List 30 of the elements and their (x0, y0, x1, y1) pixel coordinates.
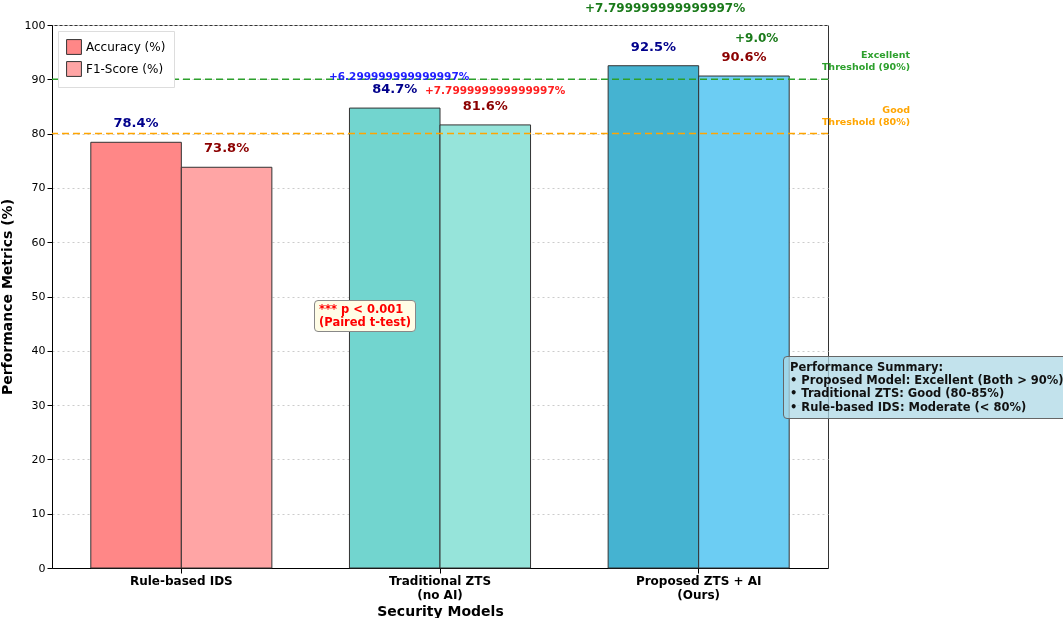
y-tick-label: 0 (38, 561, 46, 575)
y-tick-label: 50 (31, 290, 46, 303)
x-tick-label: Rule-based IDS (129, 573, 233, 588)
legend-label: Accuracy (%) (86, 40, 166, 54)
y-tick-label: 40 (31, 344, 46, 358)
data-label: 92.5% (630, 38, 676, 54)
data-label: 84.7% (372, 81, 418, 97)
x-tick-label: Traditional ZTS (no AI) (388, 573, 492, 602)
data-label: 78.4% (113, 115, 159, 131)
y-tick-label: 100 (24, 18, 46, 32)
y-tick-label: 80 (31, 127, 46, 141)
data-label: 73.8% (204, 140, 250, 156)
data-label: 90.6% (721, 49, 767, 65)
annotation: *** p < 0.001 (Paired t-test) (314, 300, 416, 333)
x-axis-title: Security Models (377, 602, 504, 619)
annotation: Performance Summary: • Proposed Model: Excellent (Both > 90%) • Traditional ZTS: Good (80-85%) • Rule-based IDS: Moderate (< 80%) (783, 356, 1063, 419)
y-tick-label: 70 (31, 181, 46, 195)
y-tick-label: 20 (31, 452, 46, 466)
legend-label: F1-Score (%) (86, 62, 164, 76)
data-label: 81.6% (462, 97, 508, 113)
annotation: +6.299999999999997% (329, 70, 470, 83)
y-tick-label: 10 (31, 507, 46, 521)
y-axis-title: Performance Metrics (%) (0, 198, 15, 396)
annotation: +7.799999999999997% (425, 84, 566, 97)
y-tick-label: 30 (31, 398, 46, 412)
text: +7.799999999999997% (585, 1, 746, 16)
y-tick-label: 90 (31, 72, 46, 86)
y-tick-label: 60 (31, 235, 46, 249)
x-tick-label: Proposed ZTS + AI (Ours) (635, 573, 762, 602)
annotation: +9.0% (735, 31, 779, 46)
